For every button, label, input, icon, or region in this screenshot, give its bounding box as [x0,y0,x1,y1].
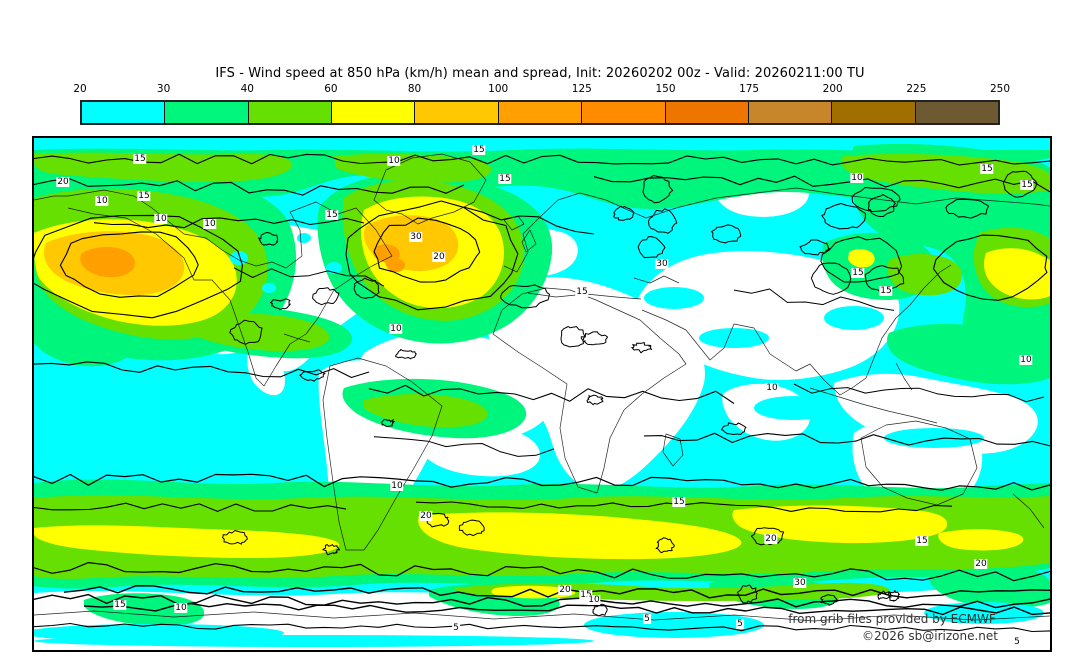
spread-contour-lines [34,153,1050,633]
colorbar-segment-175-200 [747,102,832,123]
wind-map: 15 20 10 15 10 10 15 10 15 15 30 20 15 30 10 15 15 15 15 10… [32,136,1052,652]
colorbar-tick: 40 [240,83,254,95]
colorbar-tick: 150 [655,83,676,95]
colorbar-segment-40-60 [247,102,332,123]
colorbar-segment-30-40 [164,102,248,123]
colorbar-segment-125-150 [581,102,665,123]
world-map-canvas [34,138,1050,650]
colorbar-tick: 20 [73,83,87,95]
credit-ecmwf: from grib files provided by ECMWF [788,612,996,626]
wind-100-125-layer [80,244,406,278]
colorbar-tick: 80 [407,83,422,95]
colorbar-tick: 30 [156,83,171,95]
colorbar-tick: 175 [739,83,760,95]
colorbar-tick: 250 [989,83,1011,95]
colorbar-segment-20-30 [82,102,165,123]
coastline-layer [34,153,1050,622]
colorbar-segment-225-250 [914,102,998,123]
credit-copyright: ©2026 sb@irizone.net [862,629,998,643]
colorbar-tick: 200 [822,83,843,95]
colorbar-segment-60-80 [331,102,415,123]
colorbar-tick: 60 [324,83,338,95]
colorbar-segment-200-225 [831,102,915,123]
colorbar-segment-80-100 [414,102,498,123]
colorbar-tick: 125 [571,83,592,95]
chart-title: IFS - Wind speed at 850 hPa (km/h) mean … [215,66,865,81]
cyan-speckle-layer [34,233,1044,647]
colorbar-segment-100-125 [497,102,582,123]
colorbar-tick-labels: 20 30 40 60 80 100 125 150 175 200 225 250 [73,83,1010,97]
colorbar-tick: 225 [906,83,927,95]
colorbar-tick: 100 [488,83,509,95]
colorbar-segment-150-175 [664,102,748,123]
colorbar [80,100,1000,125]
